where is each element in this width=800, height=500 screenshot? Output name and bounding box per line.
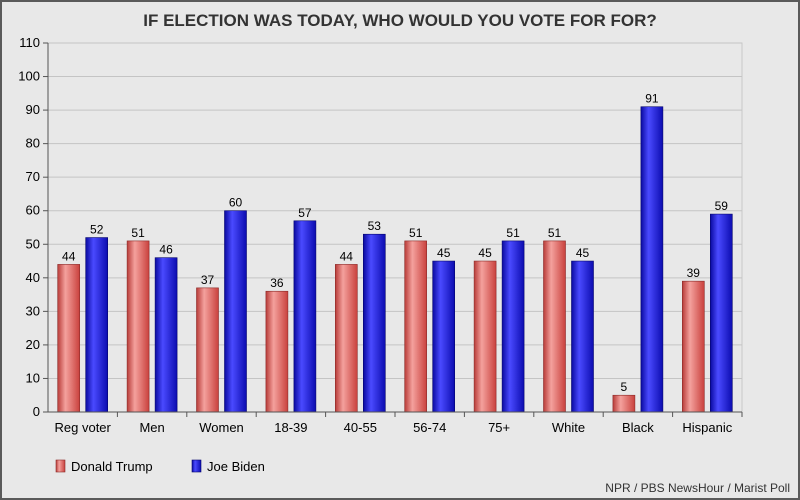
data-label: 44 xyxy=(340,249,354,263)
plot-area xyxy=(47,42,743,413)
bar-biden xyxy=(362,233,386,413)
data-label: 57 xyxy=(298,206,312,220)
chart-title: IF ELECTION WAS TODAY, WHO WOULD YOU VOT… xyxy=(143,11,656,30)
bar-trump xyxy=(681,280,705,413)
data-label: 39 xyxy=(687,266,701,280)
data-label: 51 xyxy=(506,226,520,240)
bar-biden xyxy=(432,260,456,413)
source-note: NPR / PBS NewsHour / Marist Poll xyxy=(605,481,790,495)
bar-trump xyxy=(196,287,219,413)
y-tick-label: 10 xyxy=(26,370,40,385)
category-label: 18-39 xyxy=(274,420,307,435)
x-axis-categories: Reg voter Men Women 18-39 40-55 56-74 75+ White… xyxy=(55,412,743,435)
category-label: White xyxy=(552,420,585,435)
y-tick-label: 30 xyxy=(26,303,40,318)
bar-trump xyxy=(126,240,150,413)
bar-biden xyxy=(501,240,525,413)
bar-trump xyxy=(404,240,428,413)
bar-trump xyxy=(543,240,566,413)
y-tick-label: 40 xyxy=(26,270,40,285)
y-tick-label: 60 xyxy=(26,203,40,218)
category-label: 40-55 xyxy=(344,420,377,435)
data-label: 5 xyxy=(621,380,628,394)
y-axis-ticks: 0 10 20 30 40 50 60 70 80 90 100 110 xyxy=(18,35,48,419)
y-tick-label: 20 xyxy=(26,337,40,352)
bar-trump xyxy=(473,260,497,413)
y-tick-label: 0 xyxy=(33,404,40,419)
data-label: 91 xyxy=(645,92,659,106)
bar-trump xyxy=(57,264,81,413)
data-label: 37 xyxy=(201,273,215,287)
category-label: Reg voter xyxy=(55,420,112,435)
data-label: 53 xyxy=(368,219,382,233)
data-label: 36 xyxy=(270,276,284,290)
bar-biden xyxy=(154,257,178,413)
legend-swatch-biden xyxy=(191,459,202,473)
data-label: 46 xyxy=(159,243,173,257)
category-label: 56-74 xyxy=(413,420,446,435)
data-label: 52 xyxy=(90,223,104,237)
category-label: Hispanic xyxy=(682,420,732,435)
y-tick-label: 100 xyxy=(18,69,40,84)
y-tick-label: 110 xyxy=(19,35,40,50)
category-label: Men xyxy=(139,420,164,435)
y-tick-label: 80 xyxy=(26,136,40,151)
legend: Donald Trump Joe Biden xyxy=(55,459,265,474)
legend-label-trump: Donald Trump xyxy=(71,459,153,474)
data-label: 60 xyxy=(229,196,243,210)
bar-biden xyxy=(571,260,594,413)
y-tick-label: 90 xyxy=(26,102,40,117)
bar-biden xyxy=(640,106,664,413)
category-label: Women xyxy=(199,420,244,435)
category-label: 75+ xyxy=(488,420,510,435)
bar-biden xyxy=(293,220,317,413)
data-label: 45 xyxy=(437,246,451,260)
bar-biden xyxy=(224,210,247,413)
bar-trump xyxy=(265,290,289,413)
bar-biden xyxy=(709,213,733,413)
data-label: 44 xyxy=(62,249,76,263)
bar-biden xyxy=(85,237,108,413)
legend-label-biden: Joe Biden xyxy=(207,459,265,474)
data-label: 51 xyxy=(131,226,145,240)
data-label: 45 xyxy=(478,246,492,260)
bar-trump xyxy=(334,264,358,413)
data-label: 45 xyxy=(576,246,590,260)
y-tick-label: 50 xyxy=(26,236,40,251)
data-label: 59 xyxy=(715,199,729,213)
data-labels: 44 52 51 46 37 60 36 57 44 53 51 45 45 51 51 45 5 91 39 59 xyxy=(62,92,728,394)
data-label: 51 xyxy=(409,226,423,240)
legend-swatch-trump xyxy=(55,459,66,473)
bar-trump xyxy=(612,394,636,413)
category-label: Black xyxy=(622,420,654,435)
bars xyxy=(57,106,733,413)
y-tick-label: 70 xyxy=(26,169,40,184)
data-label: 51 xyxy=(548,226,562,240)
